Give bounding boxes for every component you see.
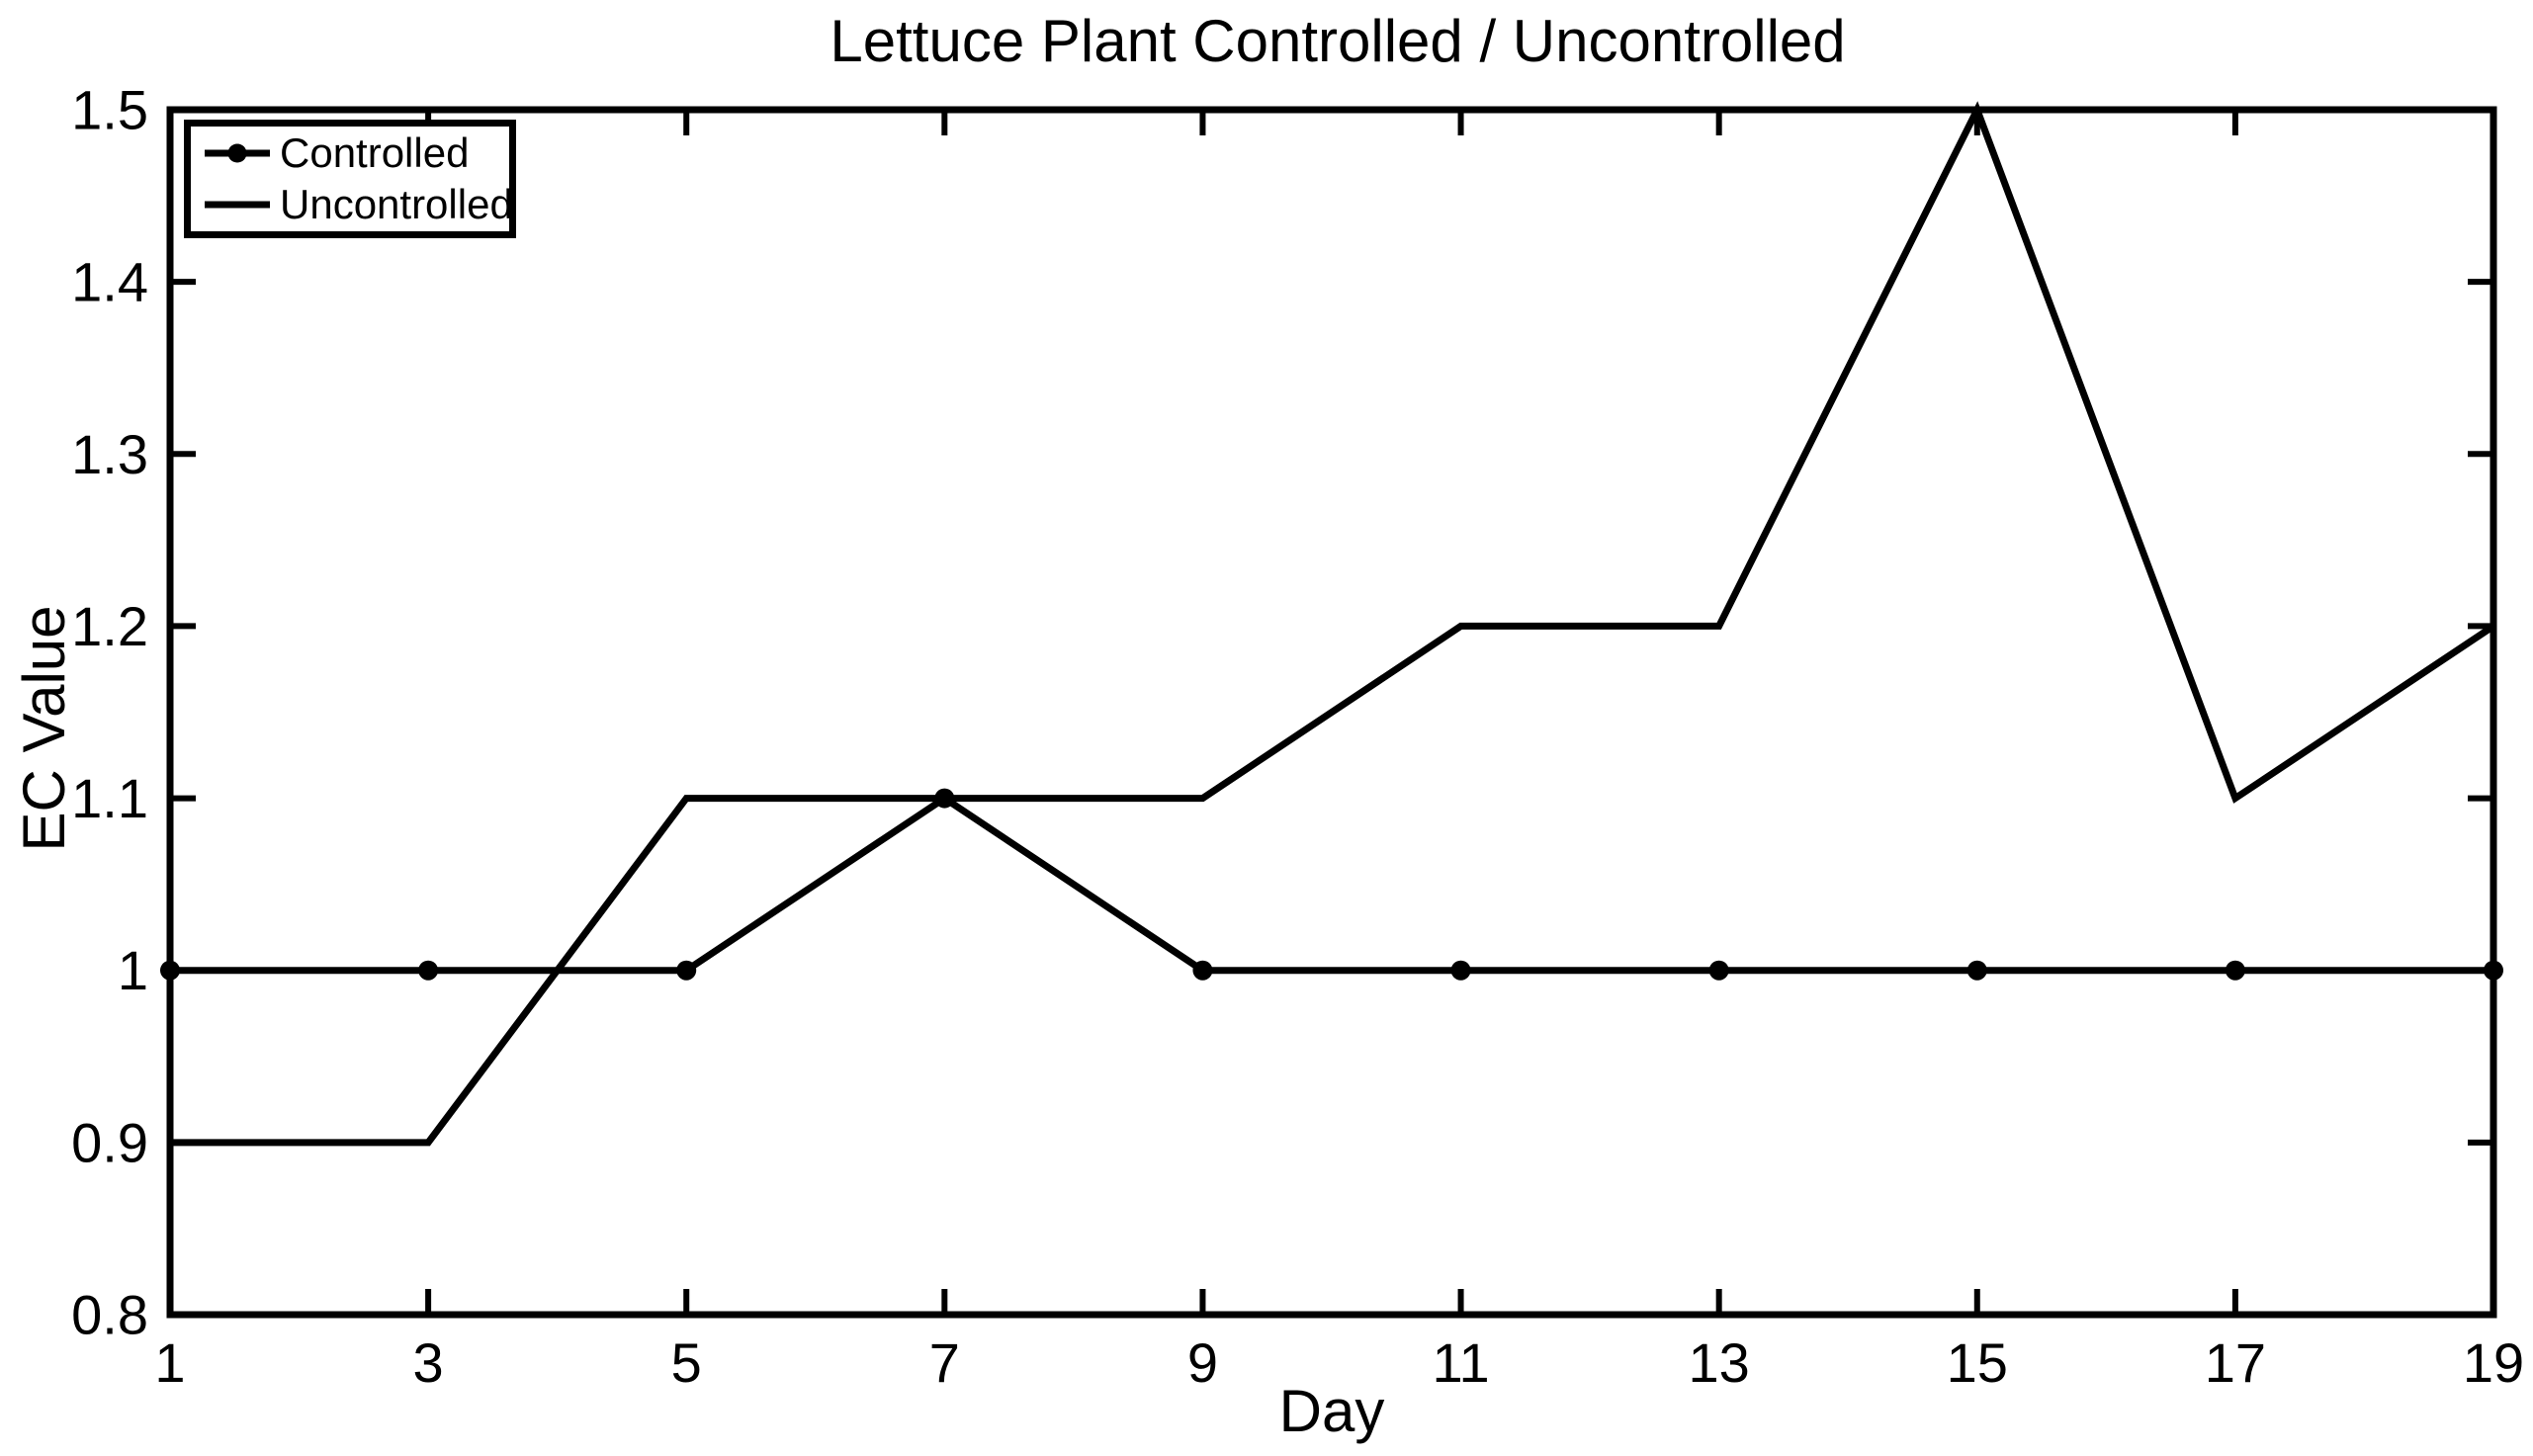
legend-dot-marker-icon bbox=[227, 143, 247, 163]
x-tick-label: 11 bbox=[1432, 1331, 1489, 1394]
x-tick-label: 7 bbox=[929, 1331, 960, 1394]
y-tick-label: 1 bbox=[118, 939, 148, 1001]
x-tick-label: 3 bbox=[413, 1331, 444, 1394]
y-tick-label: 0.9 bbox=[71, 1111, 148, 1173]
controlled-line-sample bbox=[205, 142, 270, 164]
y-tick-label: 1.5 bbox=[71, 79, 148, 141]
x-tick-label: 9 bbox=[1187, 1331, 1218, 1394]
uncontrolled-line-sample bbox=[205, 194, 270, 215]
legend-item-uncontrolled: Uncontrolled bbox=[205, 180, 513, 229]
legend-label-uncontrolled: Uncontrolled bbox=[280, 181, 513, 227]
legend: Controlled Uncontrolled bbox=[184, 120, 516, 238]
x-tick-label: 13 bbox=[1689, 1331, 1750, 1394]
series-controlled-marker bbox=[1450, 960, 1471, 981]
y-tick-label: 1.4 bbox=[71, 251, 148, 313]
x-tick-label: 5 bbox=[671, 1331, 702, 1394]
series-controlled-marker bbox=[1708, 960, 1729, 981]
chart-title: Lettuce Plant Controlled / Uncontrolled bbox=[830, 8, 1846, 74]
legend-label-controlled: Controlled bbox=[280, 129, 470, 176]
x-tick-label: 1 bbox=[154, 1331, 185, 1394]
series-controlled-line bbox=[170, 794, 2493, 975]
series-controlled-marker bbox=[418, 960, 439, 981]
y-tick-label: 1.2 bbox=[71, 595, 148, 657]
y-tick-label: 1.1 bbox=[71, 767, 148, 829]
y-axis-label: EC Value bbox=[11, 605, 77, 852]
series-controlled-marker bbox=[676, 960, 697, 981]
series-controlled-marker bbox=[2225, 960, 2245, 981]
plot-frame bbox=[166, 106, 2497, 1319]
x-tick-label: 15 bbox=[1947, 1331, 2008, 1394]
series-uncontrolled-line bbox=[170, 101, 2495, 1147]
x-axis-label: Day bbox=[1278, 1378, 1385, 1444]
series-controlled-marker bbox=[160, 960, 180, 981]
series-controlled-marker bbox=[1192, 960, 1213, 981]
y-tick-label: 0.8 bbox=[71, 1284, 148, 1346]
series-controlled-marker bbox=[1966, 960, 1987, 981]
x-tick-label: 19 bbox=[2463, 1331, 2524, 1394]
y-tick-label: 1.3 bbox=[71, 423, 148, 485]
legend-item-controlled: Controlled bbox=[205, 128, 509, 178]
series-controlled-marker bbox=[2484, 960, 2503, 981]
legend-line-icon bbox=[205, 201, 270, 209]
x-tick-label: 17 bbox=[2205, 1331, 2266, 1394]
